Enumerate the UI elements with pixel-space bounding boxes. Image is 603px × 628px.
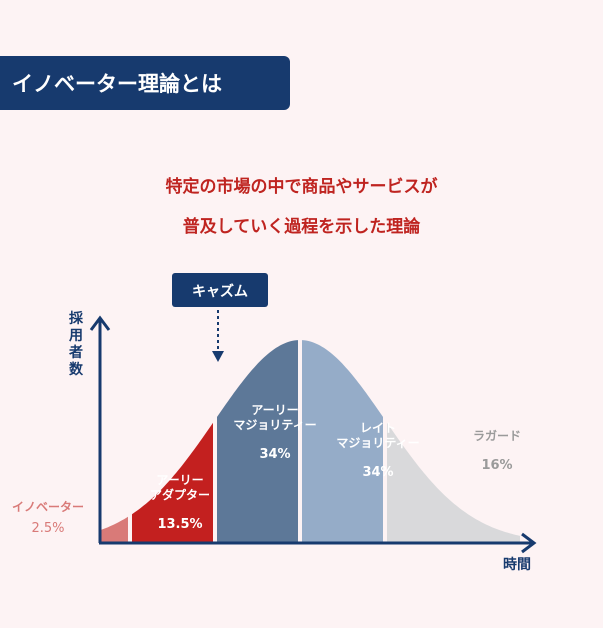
segment-name-2-line-1: アーリー — [156, 473, 203, 487]
subtitle-line-1: 特定の市場の中で商品やサービスが — [165, 177, 438, 197]
page-title: イノベーター理論とは — [0, 56, 290, 110]
x-axis-arrow — [521, 532, 537, 554]
chasm-badge — [172, 273, 268, 307]
segment-bar-1 — [100, 340, 128, 543]
segment-name-4-line-2: マジョリティー — [336, 436, 419, 450]
subtitle-line-2: 普及していく過程を示した理論 — [182, 217, 421, 237]
segment-name-3-line-1: アーリー — [251, 403, 298, 417]
y-axis-arrow — [89, 315, 111, 331]
segment-percent-1: 2.5% — [31, 521, 64, 536]
segment-bar-2 — [132, 340, 213, 543]
segment-percent-5: 16% — [481, 458, 512, 473]
segment-percent-4: 34% — [362, 465, 393, 480]
y-axis-label: 採用者数 — [69, 310, 84, 378]
segment-name-1-line-1: イノベーター — [12, 500, 84, 514]
segment-name-2-line-2: アダプター — [150, 487, 210, 502]
segment-name-4-line-1: レイト — [360, 421, 396, 435]
segment-name-3-line-2: マジョリティー — [233, 418, 316, 432]
x-axis-label: 時間 — [503, 556, 531, 573]
chasm-label: キャズム — [192, 283, 248, 300]
segment-percent-3: 34% — [259, 447, 290, 462]
segment-percent-2: 13.5% — [157, 517, 202, 532]
chasm-pointer-arrow — [212, 351, 224, 362]
segment-bar-5 — [387, 340, 520, 543]
segment-name-5-line-1: ラガード — [473, 428, 521, 443]
